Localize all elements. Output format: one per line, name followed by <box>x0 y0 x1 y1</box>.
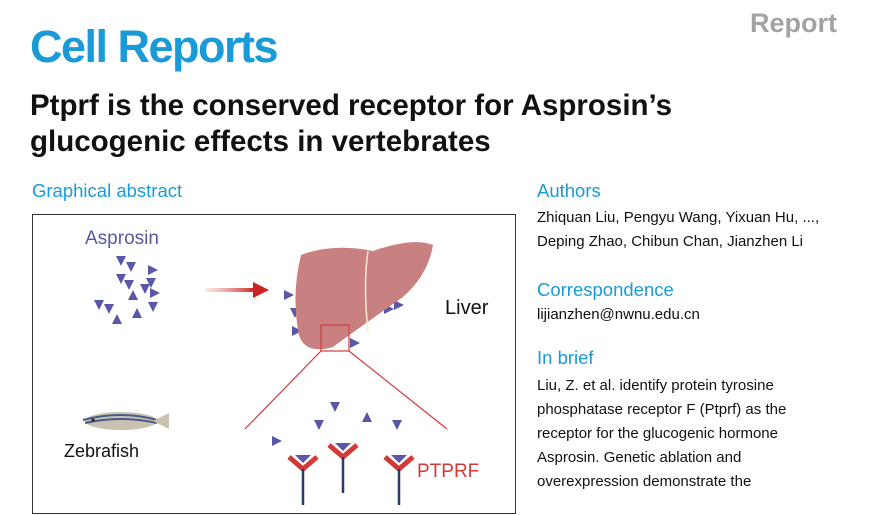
in-brief-line: phosphatase receptor F (Ptprf) as the <box>537 401 787 418</box>
in-brief-heading: In brief <box>537 347 594 368</box>
article-title: Ptprf is the conserved receptor for Aspr… <box>30 88 790 160</box>
zebrafish-label: Zebrafish <box>64 441 139 461</box>
asprosin-molecule-icon <box>140 284 150 294</box>
in-brief-line: receptor for the glucogenic hormone <box>537 425 778 442</box>
authors-line: Deping Zhao, Chibun Chan, Jianzhen Li <box>537 233 804 250</box>
asprosin-molecule-icon <box>394 300 404 310</box>
title-line: Ptprf is the conserved receptor for Aspr… <box>30 89 673 122</box>
asprosin-molecule-icon <box>94 300 104 310</box>
ptprf-receptor-icon <box>287 455 319 505</box>
in-brief-line: Asprosin. Genetic ablation and <box>537 449 742 466</box>
asprosin-molecule-icon <box>128 290 138 300</box>
in-brief-line: overexpression demonstrate the <box>537 473 752 490</box>
authors-list: Zhiquan Liu, Pengyu Wang, Yixuan Hu, ...… <box>537 206 877 254</box>
asprosin-label: Asprosin <box>85 228 159 249</box>
graphical-abstract-figure: Asprosin Liver Zebrafish PTPRF <box>32 214 516 514</box>
asprosin-molecule-icon <box>362 412 372 422</box>
asprosin-molecule-icon <box>272 436 282 446</box>
asprosin-molecule-icon <box>148 302 158 312</box>
asprosin-molecule-icon <box>132 308 142 318</box>
asprosin-molecule-icon <box>116 274 126 284</box>
asprosin-molecule-icon <box>284 290 294 300</box>
journal-logo: Cell Reports <box>30 21 279 72</box>
asprosin-molecule-icon <box>112 314 122 324</box>
ptprf-label: PTPRF <box>417 461 479 482</box>
asprosin-molecule-icon <box>124 280 134 290</box>
correspondence-email[interactable]: lijianzhen@nwnu.edu.cn <box>537 306 700 323</box>
asprosin-molecule-icon <box>350 338 360 348</box>
ptprf-receptor-icon <box>327 443 359 493</box>
asprosin-molecule-icon <box>126 262 136 272</box>
asprosin-molecule-icon <box>104 304 114 314</box>
authors-heading: Authors <box>537 180 601 201</box>
asprosin-molecule-icon <box>392 420 402 430</box>
asprosin-molecule-icon <box>292 326 302 336</box>
asprosin-molecule-icon <box>314 420 324 430</box>
ptprf-receptor-icon <box>383 455 415 505</box>
liver-illustration <box>295 242 433 350</box>
correspondence-heading: Correspondence <box>537 279 674 300</box>
zoom-box <box>320 324 350 352</box>
zebrafish-illustration <box>82 412 169 430</box>
article-type: Report <box>750 8 837 38</box>
in-brief-line: Liu, Z. et al. identify protein tyrosine <box>537 377 774 394</box>
graphical-abstract-heading: Graphical abstract <box>32 180 183 201</box>
asprosin-molecule-icon <box>330 402 340 412</box>
arrow-icon <box>205 282 269 298</box>
title-line: glucogenic effects in vertebrates <box>30 125 491 158</box>
in-brief-text: Liu, Z. et al. identify protein tyrosine… <box>537 374 877 494</box>
asprosin-molecule-icon <box>150 288 160 298</box>
asprosin-molecule-icon <box>116 256 126 266</box>
asprosin-molecule-icon <box>146 278 156 288</box>
authors-line: Zhiquan Liu, Pengyu Wang, Yixuan Hu, ...… <box>537 209 820 226</box>
asprosin-molecule-icon <box>148 265 158 275</box>
liver-label: Liver <box>445 297 489 319</box>
